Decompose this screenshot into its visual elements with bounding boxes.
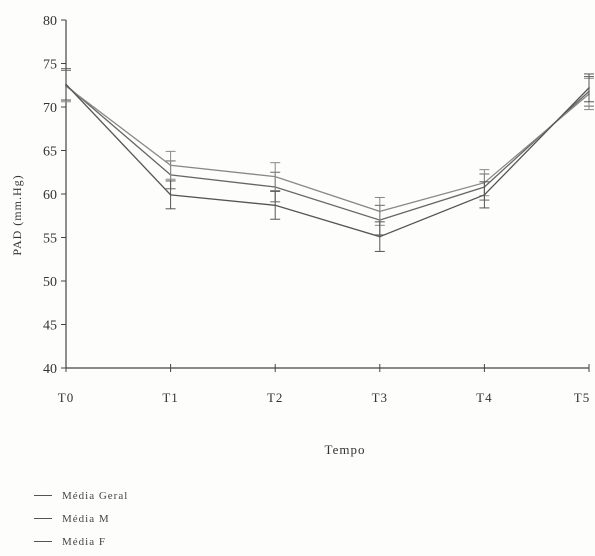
x-axis: T0 T1 T2 T3 T4 T5 <box>58 364 590 405</box>
series-group <box>61 69 594 226</box>
x-tick-label: T4 <box>476 390 492 405</box>
x-axis-label: Tempo <box>325 442 366 457</box>
series-group <box>61 68 594 252</box>
series-group <box>61 69 594 236</box>
data-point <box>379 210 381 213</box>
data-point <box>483 194 486 196</box>
x-tick-label: T1 <box>162 390 178 405</box>
legend-label: Média Geral <box>62 489 129 502</box>
x-tick-label: T2 <box>267 390 283 405</box>
y-tick-label: 55 <box>43 232 57 247</box>
series-line <box>65 85 590 213</box>
data-point <box>588 87 590 89</box>
y-tick-label: 75 <box>43 58 57 73</box>
y-tick-label: 65 <box>43 145 57 160</box>
data-point <box>65 83 67 86</box>
y-tick-label: 70 <box>43 101 57 116</box>
legend: Média Geral Média M Média F <box>34 484 128 553</box>
x-tick-label: T3 <box>372 390 388 405</box>
series-layer <box>61 68 594 252</box>
y-axis-label: PAD (mm.Hg) <box>10 174 24 255</box>
series-line <box>65 84 590 221</box>
legend-label: Média F <box>62 535 106 548</box>
y-tick-label: 60 <box>43 188 57 203</box>
x-tick-label: T0 <box>58 390 74 405</box>
data-point <box>169 164 172 167</box>
y-axis: 40 45 50 55 60 65 70 75 80 <box>43 14 67 377</box>
data-point <box>274 175 277 178</box>
series-line <box>65 83 590 238</box>
legend-line-swatch <box>34 541 52 542</box>
line-chart: 40 45 50 55 60 65 70 75 80 T0 T1 T2 T3 T4 T5 PAD (mm.… <box>10 14 594 457</box>
y-tick-label: 50 <box>43 275 57 290</box>
legend-line-swatch <box>34 495 52 496</box>
y-tick-label: 40 <box>43 362 57 377</box>
x-tick-label: T5 <box>574 390 590 405</box>
data-point <box>274 204 277 207</box>
legend-line-swatch <box>34 518 52 519</box>
data-point <box>379 235 381 238</box>
legend-item: Média F <box>34 530 128 553</box>
legend-label: Média M <box>62 512 110 525</box>
y-tick-label: 80 <box>43 14 57 29</box>
legend-item: Média Geral <box>34 484 128 507</box>
data-point <box>169 194 172 196</box>
y-tick-label: 45 <box>43 319 57 334</box>
legend-item: Média M <box>34 507 128 530</box>
